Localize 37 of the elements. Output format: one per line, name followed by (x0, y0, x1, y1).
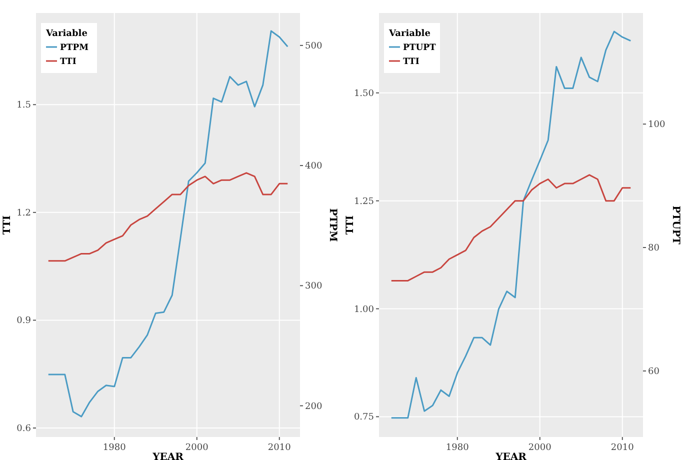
y2-axis-title: PTUPT (670, 206, 681, 245)
y-tick-label: 1.2 (16, 208, 31, 218)
x-tick-label: 2000 (528, 443, 552, 453)
y-axis-title: TTI (345, 215, 356, 235)
y-tick-label: 0.75 (354, 412, 374, 423)
y-tick-label: 1.5 (16, 100, 32, 111)
legend-label: TTI (60, 57, 76, 67)
y-tick-label: 0.6 (16, 424, 32, 434)
y2-tick-label: 100 (648, 120, 666, 130)
line-series (390, 174, 632, 282)
y-axis-title: TTI (2, 215, 13, 235)
y2-tick-label: 300 (305, 282, 322, 292)
y-tick-label: 1.00 (354, 304, 374, 315)
x-axis-title: YEAR (494, 452, 528, 460)
y-tick-label: 1.50 (354, 88, 374, 99)
line-series (48, 30, 288, 418)
line-series (48, 172, 288, 262)
x-tick-label: 2010 (268, 443, 292, 453)
y-tick-label: 0.9 (16, 316, 32, 326)
y2-tick-label: 500 (305, 41, 322, 52)
line-series (390, 30, 632, 419)
y2-axis-title: PTPM (327, 208, 338, 242)
x-axis-title: YEAR (152, 452, 184, 460)
y2-tick-label: 400 (305, 162, 322, 172)
legend-label: TTI (403, 57, 420, 67)
y-tick-label: 1.25 (354, 196, 374, 207)
legend-label: PTPM (60, 43, 90, 53)
y2-tick-label: 60 (648, 366, 660, 377)
legend-title: Variable (388, 29, 431, 39)
x-tick-label: 1980 (446, 443, 470, 453)
x-tick-label: 2010 (610, 443, 634, 453)
legend-title: Variable (45, 29, 88, 39)
legend-label: PTUPT (403, 43, 437, 53)
x-tick-label: 1980 (102, 443, 126, 453)
y2-tick-label: 80 (648, 244, 660, 254)
y2-tick-label: 200 (305, 402, 322, 412)
x-tick-label: 2000 (185, 443, 209, 453)
